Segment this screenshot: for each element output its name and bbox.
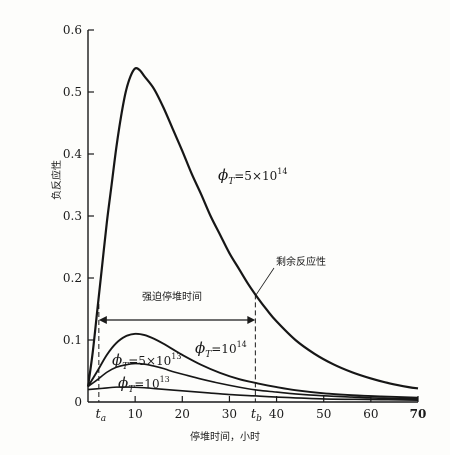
series-label: ϕT=5×1013 — [112, 351, 181, 372]
y-tick-label: 0.1 — [63, 333, 82, 347]
x-tick-label: 20 — [175, 407, 190, 421]
x-tick-label: 50 — [316, 407, 331, 421]
x-axis-label: 停堆时间，小时 — [190, 430, 260, 443]
series-label: ϕT=5×1014 — [218, 166, 287, 187]
y-tick-label: 0 — [74, 395, 82, 409]
interval-arrow-right — [247, 316, 256, 324]
tb-label: tb — [251, 407, 262, 424]
y-tick-label: 0.6 — [63, 23, 82, 37]
residual-reactivity-label: 剩余反应性 — [276, 255, 326, 268]
series-line — [87, 362, 419, 400]
series-line — [87, 332, 419, 399]
x-tick-label: 30 — [222, 407, 237, 421]
y-tick-label: 0.5 — [63, 85, 82, 99]
x-tick-label: 70 — [410, 407, 427, 421]
x-tick-label: 40 — [269, 407, 284, 421]
x-tick-label: 10 — [128, 407, 143, 421]
series-label: ϕT=1014 — [195, 339, 247, 360]
series-label: ϕT=1013 — [118, 374, 170, 395]
residual-leader-line — [256, 267, 275, 295]
series-line — [86, 67, 419, 390]
y-axis-label: 负反应性 — [50, 160, 63, 200]
y-tick-label: 0.3 — [63, 209, 82, 223]
y-tick-label: 0.4 — [63, 147, 82, 161]
forced-shutdown-label: 强迫停堆时间 — [142, 290, 202, 303]
x-tick-label: 60 — [363, 407, 378, 421]
y-tick-label: 0.2 — [63, 271, 82, 285]
ta-label: ta — [96, 407, 107, 424]
series-line — [87, 386, 419, 401]
interval-arrow-left — [98, 316, 107, 324]
